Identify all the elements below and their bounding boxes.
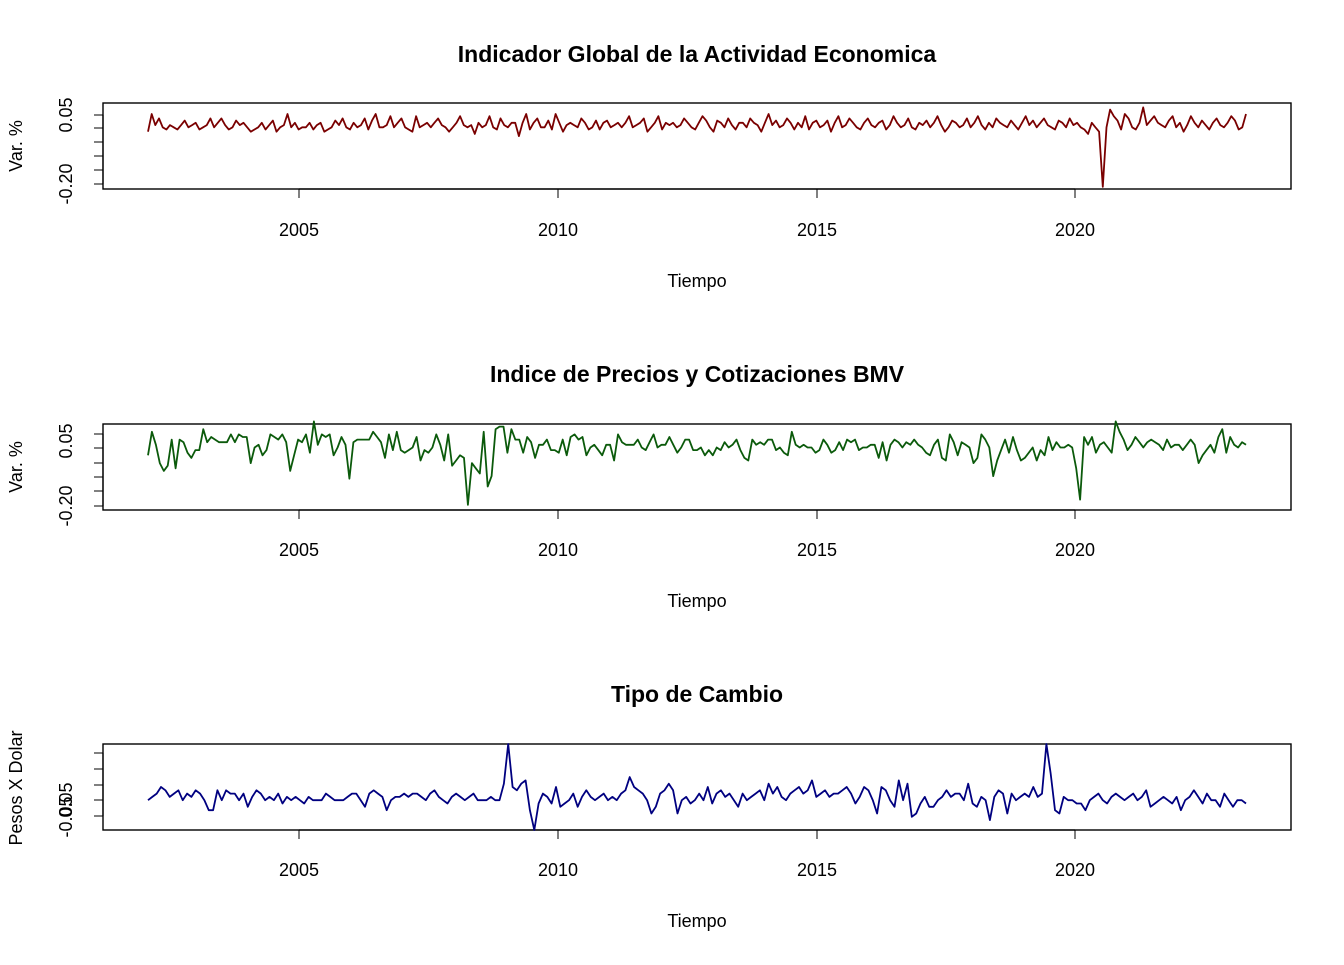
chart-title: Tipo de Cambio [611, 681, 783, 707]
x-tick-label: 2010 [538, 540, 578, 560]
y-tick-label: -0.20 [56, 485, 76, 526]
x-tick-label: 2005 [279, 220, 319, 240]
x-axis-label: Tiempo [667, 591, 726, 611]
y-tick-label: 0.05 [56, 97, 76, 132]
series-layer [147, 743, 1247, 831]
y-tick-label: -0.20 [56, 163, 76, 204]
x-tick-label: 2005 [279, 860, 319, 880]
chart-title: Indicador Global de la Actividad Economi… [458, 41, 937, 67]
chart-title: Indice de Precios y Cotizaciones BMV [490, 361, 905, 387]
x-axis-label: Tiempo [667, 911, 726, 931]
panel-tipo-cambio: Tipo de Cambio 2005 2010 2015 2020 -0.05… [6, 681, 1292, 931]
y-tick-label: -0.05 [56, 796, 76, 837]
x-tick-label: 2015 [797, 540, 837, 560]
x-tick-label: 2020 [1055, 220, 1095, 240]
y-axis-label: Var. % [6, 441, 26, 493]
y-tick-label: 0.05 [56, 423, 76, 458]
y-axis: -0.20 0.05 [56, 423, 104, 527]
y-axis: -0.20 0.05 [56, 97, 104, 205]
x-axis: 2005 2010 2015 2020 [279, 829, 1095, 880]
x-tick-label: 2010 [538, 860, 578, 880]
series-layer [147, 106, 1247, 188]
series-line [147, 106, 1247, 188]
y-axis-label: Var. % [6, 120, 26, 172]
y-axis-label: Pesos X Dolar [6, 730, 26, 845]
panel-igae: Indicador Global de la Actividad Economi… [6, 41, 1292, 291]
x-tick-label: 2010 [538, 220, 578, 240]
y-tick-label: 0.05 [56, 782, 76, 817]
panel-ipc: Indice de Precios y Cotizaciones BMV 200… [6, 361, 1292, 611]
series-line [147, 743, 1247, 831]
x-tick-label: 2015 [797, 860, 837, 880]
x-axis: 2005 2010 2015 2020 [279, 509, 1095, 560]
x-axis: 2005 2010 2015 2020 [279, 188, 1095, 240]
plot-frame [102, 743, 1292, 831]
x-tick-label: 2005 [279, 540, 319, 560]
x-tick-label: 2020 [1055, 860, 1095, 880]
x-tick-label: 2020 [1055, 540, 1095, 560]
series-line [147, 420, 1247, 506]
series-layer [147, 420, 1247, 506]
x-tick-label: 2015 [797, 220, 837, 240]
x-axis-label: Tiempo [667, 271, 726, 291]
y-axis: -0.05 0.05 [56, 752, 104, 838]
